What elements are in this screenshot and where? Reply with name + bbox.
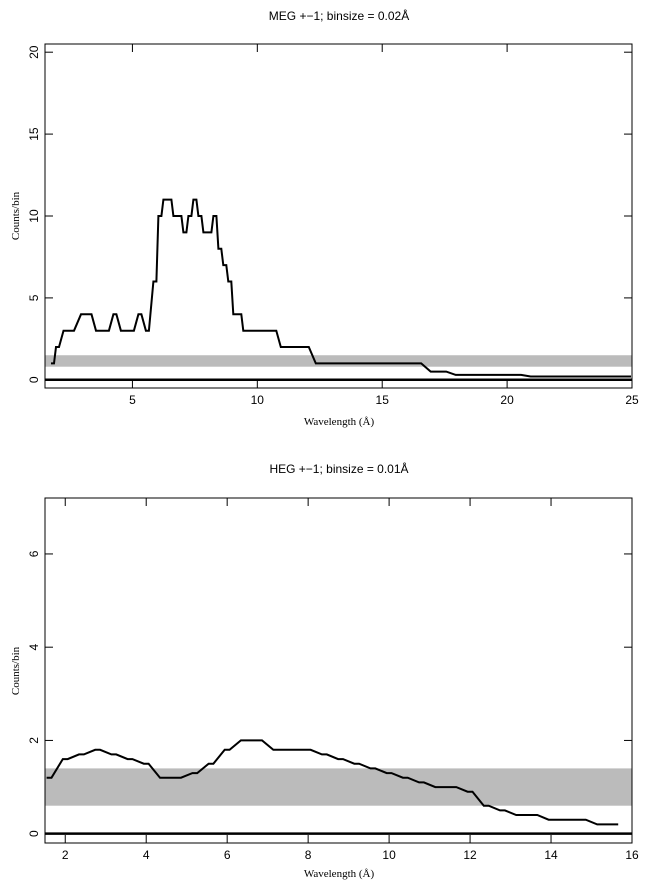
- heg-counts-line: [46, 739, 619, 826]
- meg-title: MEG +−1; binsize = 0.02Å: [269, 8, 409, 23]
- heg-x-tick-label: 4: [143, 848, 150, 862]
- heg-y-tick-label: 6: [27, 550, 41, 557]
- heg-x-tick-label: 2: [62, 848, 69, 862]
- meg-y-tick-label: 15: [27, 127, 41, 141]
- heg-x-tick-label: 16: [625, 848, 639, 862]
- meg-y-tick-label: 0: [27, 376, 41, 383]
- meg-x-axis-label: Wavelength (Å): [304, 416, 375, 428]
- heg-model-band: [45, 768, 632, 806]
- heg-y-tick-label: 2: [27, 737, 41, 744]
- heg-title: HEG +−1; binsize = 0.01Å: [269, 461, 408, 476]
- heg-panel: HEG +−1; binsize = 0.01Å 2 4 6 8 10 12 14 16 0 2 4…: [10, 461, 639, 880]
- heg-plot-area: 2 4 6 8 10 12 14 16 0 2 4 6: [27, 498, 639, 862]
- heg-y-tick-label: 0: [27, 830, 41, 837]
- meg-frame: [44, 43, 633, 389]
- meg-y-axis-label: Counts/bin: [10, 191, 22, 240]
- heg-x-tick-label: 10: [382, 848, 396, 862]
- heg-y-tick-label: 4: [27, 644, 41, 651]
- meg-x-tick-label: 20: [500, 393, 514, 407]
- meg-x-tick-label: 10: [251, 393, 265, 407]
- meg-x-tick-label: 25: [625, 393, 639, 407]
- meg-counts-line: [51, 198, 631, 378]
- meg-x-tick-label: 15: [376, 393, 390, 407]
- heg-y-axis-label: Counts/bin: [10, 646, 22, 695]
- heg-x-tick-label: 6: [224, 848, 231, 862]
- meg-y-tick-label: 5: [27, 294, 41, 301]
- meg-plot-area: 5 10 15 20 25 0 5 10 15 20: [27, 44, 639, 407]
- heg-x-tick-label: 8: [305, 848, 312, 862]
- meg-y-tick-label: 10: [27, 209, 41, 223]
- heg-x-axis-label: Wavelength (Å): [304, 868, 375, 880]
- meg-panel: MEG +−1; binsize = 0.02Å 5 10 15 20 25 0 5 10 15…: [10, 8, 639, 428]
- meg-x-tick-label: 5: [129, 393, 136, 407]
- meg-y-tick-label: 20: [27, 45, 41, 59]
- heg-frame: [44, 497, 633, 844]
- heg-x-tick-label: 12: [463, 848, 477, 862]
- meg-model-band: [45, 355, 632, 367]
- heg-x-tick-label: 14: [544, 848, 558, 862]
